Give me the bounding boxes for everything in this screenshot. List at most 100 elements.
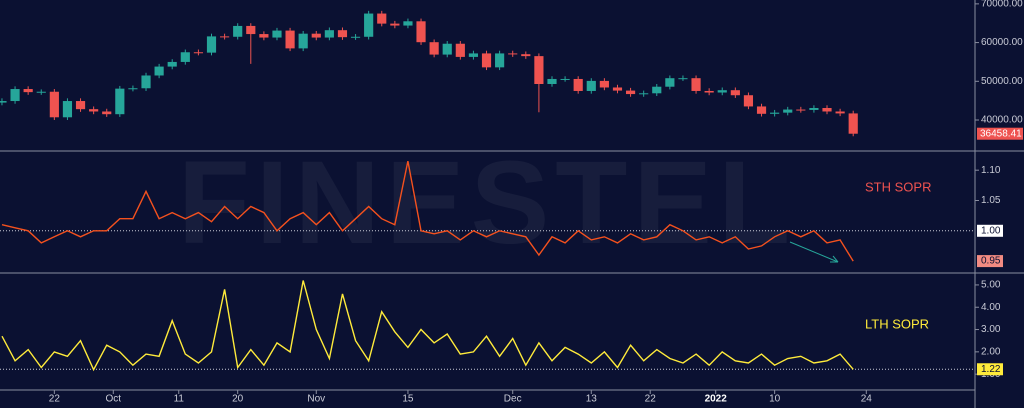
x-tick-label: 15 — [402, 394, 414, 405]
candle-body — [835, 111, 845, 114]
candle-body — [468, 53, 479, 57]
x-tick-label: 20 — [232, 394, 244, 405]
candle-body — [586, 80, 596, 91]
candle-body — [206, 36, 217, 53]
candle-body — [691, 78, 701, 91]
reference-label: 1.22 — [981, 364, 1001, 375]
candle-body — [311, 33, 321, 38]
last-value-box — [977, 127, 1023, 140]
candle-body — [770, 112, 780, 114]
candle-body — [783, 109, 793, 113]
candle-body — [298, 33, 308, 49]
candle-body — [377, 13, 387, 24]
reference-label: 1.00 — [981, 225, 1001, 236]
candle-body — [599, 80, 609, 88]
x-tick-label: 11 — [174, 394, 185, 405]
candle-body — [193, 52, 203, 54]
candle-body — [809, 108, 819, 110]
x-tick-label: 10 — [769, 394, 781, 405]
candle-body — [62, 101, 73, 118]
trend-arrow-head — [830, 255, 839, 263]
candle-body — [403, 21, 413, 26]
x-tick-label: 24 — [861, 394, 873, 405]
candle-body — [730, 90, 740, 96]
last-value-label: 36458.41 — [980, 128, 1022, 139]
y-tick-label: 2.00 — [981, 346, 1001, 357]
candle-body — [442, 43, 452, 55]
candle-body — [167, 61, 177, 67]
y-tick-label: 4.00 — [981, 302, 1001, 313]
candle-body — [429, 42, 439, 55]
reference-box — [977, 363, 1003, 376]
line-series — [1, 280, 854, 372]
y-tick-label: 40000.00 — [981, 115, 1023, 126]
candle-body — [704, 90, 714, 93]
candle-body — [141, 75, 151, 89]
reference-box — [977, 224, 1003, 237]
series-label: STH SOPR — [865, 179, 931, 194]
candle-body — [233, 25, 243, 37]
x-tick-label: Nov — [307, 394, 325, 405]
candle-body — [246, 25, 256, 35]
candle-body — [652, 86, 662, 94]
candle-body — [102, 111, 112, 115]
candle-body — [573, 78, 583, 91]
y-tick-label: 3.00 — [981, 324, 1001, 335]
last-value-label: 1.22 — [981, 364, 1001, 375]
candle-body — [481, 53, 492, 68]
watermark: FINESTEL — [178, 137, 796, 269]
x-tick-label: Oct — [105, 394, 121, 405]
candle-body — [547, 78, 557, 84]
series-label: LTH SOPR — [865, 316, 929, 331]
candle-body — [220, 36, 230, 38]
candle-body — [796, 109, 806, 111]
candle-body — [115, 88, 125, 115]
candle-body — [272, 30, 282, 38]
candle-body — [416, 21, 426, 43]
trend-arrow — [789, 241, 839, 263]
candle-body — [756, 106, 767, 114]
candle-body — [337, 30, 348, 38]
candle-body — [521, 54, 531, 57]
candle-body — [49, 91, 59, 118]
x-tick-label: 13 — [586, 394, 598, 405]
candle-body — [75, 101, 86, 110]
candle-body — [665, 78, 675, 87]
candle-body — [455, 43, 465, 57]
candle-body — [0, 101, 7, 103]
candle-body — [678, 78, 688, 80]
candle-body — [364, 13, 374, 37]
y-tick-label: 1.10 — [981, 165, 1001, 176]
y-tick-label: 50000.00 — [981, 76, 1023, 87]
x-tick-label: 2022 — [705, 394, 728, 405]
candle-body — [154, 66, 164, 76]
last-value-label: 0.95 — [981, 256, 1001, 267]
candle-body — [612, 87, 623, 91]
y-tick-label: 1.05 — [981, 195, 1001, 206]
line-series — [1, 160, 854, 262]
x-tick-label: 22 — [49, 394, 61, 405]
candle-body — [23, 89, 33, 93]
candle-body — [350, 36, 361, 38]
candle-body — [534, 56, 544, 84]
candle-body — [390, 23, 400, 26]
candle-body — [560, 78, 570, 80]
candle-body — [10, 89, 20, 102]
x-tick-label: Dec — [504, 394, 522, 405]
candle-body — [285, 30, 295, 49]
y-tick-label: 70000.00 — [981, 0, 1023, 10]
candle-body — [508, 53, 518, 55]
candle-body — [89, 109, 99, 112]
candle-body — [180, 52, 190, 62]
y-tick-label: 60000.00 — [981, 37, 1023, 48]
candle-body — [495, 53, 505, 68]
candle-body — [639, 93, 649, 95]
candle-body — [259, 34, 269, 38]
candle-body — [625, 90, 636, 95]
candle-body — [848, 113, 858, 134]
candle-body — [717, 90, 727, 93]
candle-body — [324, 30, 334, 38]
last-value-box — [977, 255, 1003, 268]
x-tick-label: 22 — [645, 394, 657, 405]
